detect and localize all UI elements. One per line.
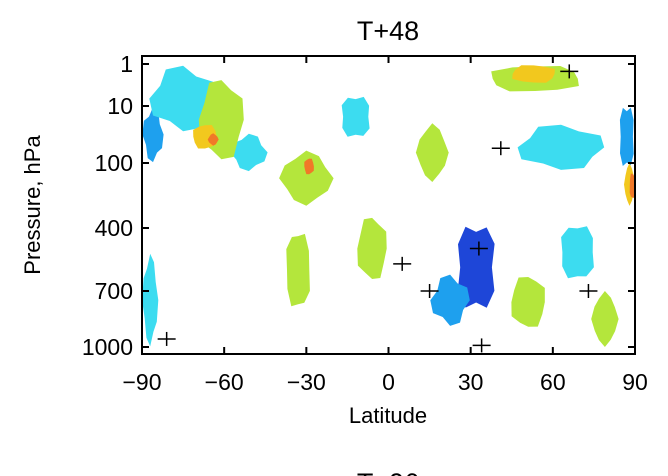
y-tick-label: 1000: [82, 334, 133, 360]
y-tick-label: 400: [95, 215, 133, 241]
y-tick-label: 1: [120, 51, 133, 77]
x-tick-label: 90: [622, 369, 648, 395]
x-axis-label: Latitude: [349, 403, 427, 428]
y-tick-label: 700: [95, 278, 133, 304]
plot-area: −90 −60 −30 0 30 60 90 1 10 100 400 700 1000: [82, 51, 648, 395]
contour-region-weak-positive: [511, 277, 545, 327]
contour-regions: [142, 65, 635, 347]
contour-region-negative: [142, 107, 164, 163]
contour-region-weak-positive: [415, 123, 449, 182]
chart-title: T+48: [357, 16, 419, 46]
contour-region-positive: [512, 65, 555, 83]
contour-region-weak-positive: [357, 217, 387, 279]
contour-region-strong-positive: [207, 133, 219, 146]
contour-region-weak-negative: [142, 253, 159, 347]
contour-region-weak-positive: [279, 150, 334, 206]
x-tick-label: 0: [382, 369, 395, 395]
significance-hatches: [157, 64, 598, 353]
contour-region-strong-positive: [304, 158, 314, 175]
contour-region-strong-positive: [629, 173, 635, 198]
y-tick-label: 100: [95, 150, 133, 176]
contour-region-weak-positive: [286, 233, 310, 307]
contour-region-weak-negative: [230, 133, 268, 172]
x-tick-label: −30: [287, 369, 326, 395]
y-axis-label: Pressure, hPa: [20, 135, 45, 275]
x-tick-label: −60: [205, 369, 244, 395]
x-tick-label: 30: [458, 369, 484, 395]
contour-region-weak-positive: [591, 291, 619, 347]
contour-region-weak-negative: [517, 124, 605, 170]
x-tick-label: −90: [122, 369, 161, 395]
contour-region-negative: [430, 274, 470, 326]
contour-region-weak-negative: [561, 226, 594, 279]
x-axis: −90 −60 −30 0 30 60 90: [122, 56, 648, 395]
contour-region-negative: [619, 107, 634, 166]
y-tick-label: 10: [107, 93, 133, 119]
x-tick-label: 60: [540, 369, 566, 395]
contour-region-weak-negative: [149, 65, 217, 132]
y-axis: 1 10 100 400 700 1000: [82, 51, 635, 360]
contour-region-weak-negative: [341, 96, 370, 137]
next-chart-title: T+96: [357, 468, 419, 476]
